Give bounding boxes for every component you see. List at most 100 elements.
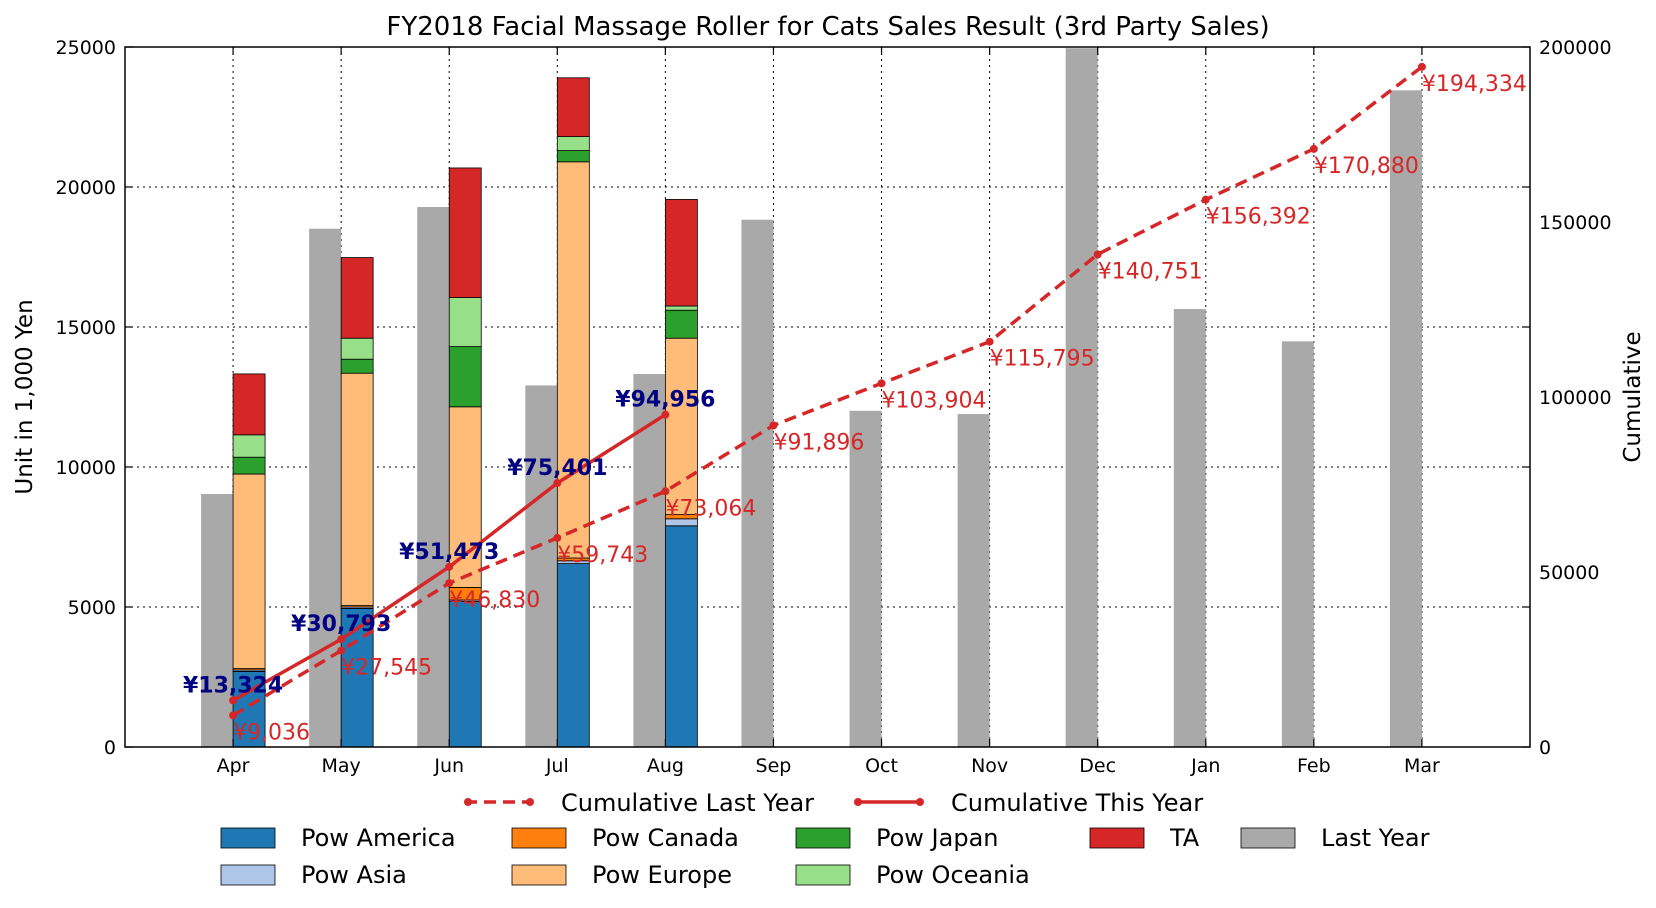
bar-last-year [1065,48,1098,748]
bar-pow-oceania [664,305,698,311]
legend-swatch [220,864,276,886]
cumulative-this-year-data-label: ¥13,324 [183,673,283,698]
legend-label: Pow America [301,824,456,852]
bar-pow-japan [556,150,590,163]
bar-pow-oceania [232,434,266,458]
bar-last-year [957,414,990,747]
legend-label: Pow Asia [301,861,407,889]
y-tick-label: 0 [104,737,116,759]
legend-marker [916,798,924,806]
cumulative-last-year-line [229,62,1426,720]
cumulative-last-year-point [337,646,346,655]
cumulative-last-year-point [229,711,238,720]
legend-swatch [511,827,567,849]
cumulative-last-year-data-label: ¥170,880 [1314,154,1419,179]
bar-last-year [1281,341,1314,747]
bar-last-year [309,228,342,748]
cumulative-last-year-point [877,379,886,388]
cumulative-last-year-data-label: ¥91,896 [773,430,864,455]
cumulative-last-year-point [769,421,778,430]
bar-last-year [525,385,558,747]
axis-ticks: 0 5000 10000 15000 20000 25000 0 50000 100000 150… [56,37,1612,777]
legend-label: TA [1169,824,1200,852]
cumulative-last-year-data-label: ¥27,545 [341,656,432,681]
chart-title: FY2018 Facial Massage Roller for Cats Sa… [386,12,1269,42]
cumulative-this-year-point [553,479,562,488]
cumulative-this-year-point [337,635,346,644]
cumulative-this-year-point [445,562,454,571]
legend-swatch [795,864,851,886]
cumulative-this-year-labels: ¥13,324 ¥30,793 ¥51,473 ¥75,401 ¥94,956 [183,388,716,699]
bar-ta [556,77,590,138]
bar-pow-oceania [448,297,482,348]
bar-last-year [1389,90,1422,747]
bar-ta [448,167,482,299]
legend-swatch [1240,827,1296,849]
y2-tick-label: 100000 [1539,387,1612,409]
bar-last-year [417,207,450,747]
bar-ta [340,257,374,339]
cumulative-last-year-point [553,533,562,542]
x-tick-label: Sep [756,755,792,777]
legend-label: Pow Oceania [876,861,1030,889]
y-tick-label: 20000 [56,177,116,199]
x-tick-label: Jan [1190,755,1220,777]
bar-pow-japan [448,346,482,408]
x-tick-label: Nov [971,755,1008,777]
cumulative-this-year-line [229,410,670,705]
legend-label: Pow Canada [592,824,739,852]
y2-tick-label: 50000 [1539,562,1599,584]
cumulative-this-year-point [661,410,670,419]
legend-label: Cumulative Last Year [561,789,814,817]
bar-pow-america [448,601,482,748]
y2-tick-label: 0 [1539,737,1551,759]
bar-pow-japan [340,358,374,374]
cumulative-last-year-point [1093,250,1102,259]
cumulative-last-year-point [1417,62,1426,71]
bar-last-year [633,374,666,747]
cumulative-last-year-data-label: ¥156,392 [1206,205,1311,230]
bar-pow-europe [340,372,374,607]
y-tick-label: 5000 [68,597,116,619]
bar-pow-america [556,563,590,748]
x-tick-label: Aug [647,755,684,777]
legend: Cumulative Last Year Cumulative This Year… [220,789,1430,889]
y2-axis-label: Cumulative [1620,331,1646,462]
y-tick-label: 10000 [56,457,116,479]
cumulative-last-year-data-label: ¥9,036 [233,720,310,745]
cumulative-last-year-path [232,65,1423,717]
cumulative-this-year-data-label: ¥94,956 [615,388,715,413]
legend-label: Pow Europe [592,861,732,889]
y-axis-label: Unit in 1,000 Yen [12,299,38,494]
cumulative-this-year-data-label: ¥51,473 [399,540,499,565]
bar-pow-europe [664,337,698,516]
cumulative-last-year-data-label: ¥46,830 [449,588,540,613]
cumulative-last-year-point [1201,195,1210,204]
last-year-bars [201,48,1422,748]
bar-pow-oceania [556,136,590,152]
x-tick-label: Jun [433,755,464,777]
bar-pow-europe [232,473,266,670]
x-tick-label: Jul [545,755,569,777]
legend-label: Last Year [1321,824,1430,852]
legend-marker [854,798,862,806]
cumulative-this-year-point [229,696,238,705]
bar-pow-japan [664,309,698,339]
legend-label: Cumulative This Year [951,789,1203,817]
bar-pow-america [664,525,698,748]
cumulative-this-year-data-label: ¥30,793 [291,612,391,637]
bar-last-year [1173,309,1206,747]
y2-tick-label: 150000 [1539,212,1612,234]
x-tick-label: Oct [865,755,898,777]
bar-ta [232,373,266,436]
bar-ta [664,199,698,307]
cumulative-last-year-data-label: ¥103,904 [882,388,987,413]
cumulative-last-year-point [985,337,994,346]
cumulative-last-year-labels: ¥9,036 ¥27,545 ¥46,830 ¥59,743 ¥73,064 ¥91,89… [233,72,1527,746]
y2-tick-label: 200000 [1539,37,1612,59]
cumulative-this-year-data-label: ¥75,401 [507,456,607,481]
legend-swatch [220,827,276,849]
legend-swatch [1089,827,1145,849]
cumulative-last-year-data-label: ¥59,743 [557,543,648,568]
